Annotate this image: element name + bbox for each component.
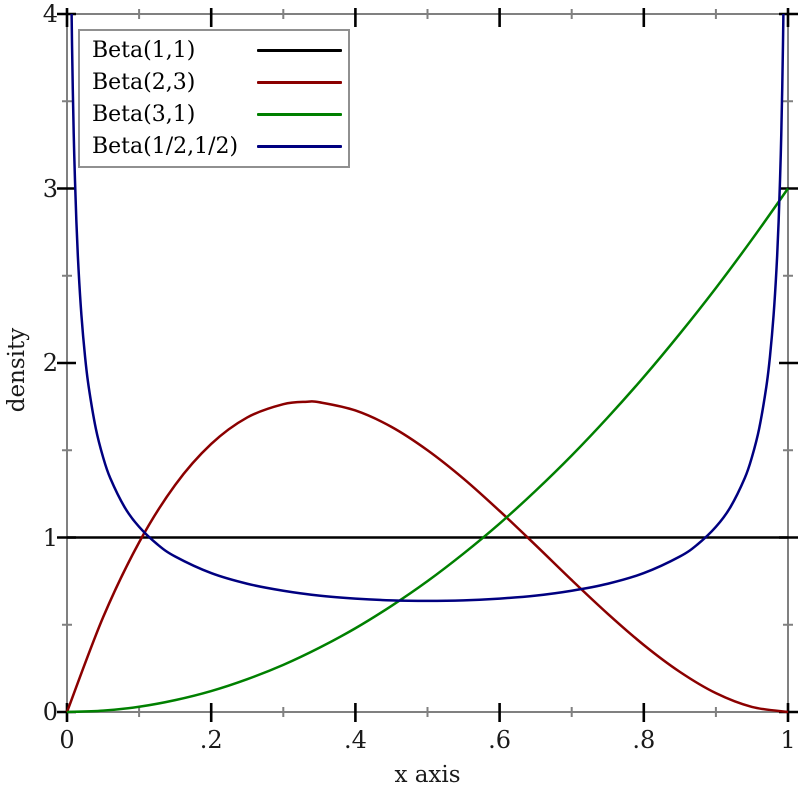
curve-beta-2-3 bbox=[65, 400, 789, 714]
y-axis-title: density bbox=[4, 327, 30, 413]
legend-entry: Beta(1/2,1/2) bbox=[80, 131, 348, 163]
legend-entry: Beta(1,1) bbox=[80, 34, 348, 66]
legend-line-sample bbox=[257, 113, 342, 117]
legend-entry-label: Beta(3,1) bbox=[92, 102, 196, 128]
legend-entry-label: Beta(2,3) bbox=[92, 69, 196, 95]
x-axis-title: x axis bbox=[394, 762, 461, 788]
x-tick-label: 1 bbox=[780, 726, 796, 754]
legend-entry: Beta(2,3) bbox=[80, 66, 348, 98]
legend-line-sample bbox=[257, 80, 342, 84]
y-tick-label: 1 bbox=[42, 523, 58, 552]
curve-beta-3-1 bbox=[66, 187, 790, 714]
y-tick-label: 3 bbox=[42, 174, 58, 203]
y-tick-label: 4 bbox=[42, 0, 58, 28]
x-tick-label: .4 bbox=[343, 726, 367, 754]
legend-entry-label: Beta(1/2,1/2) bbox=[92, 134, 239, 160]
legend-line-sample bbox=[257, 48, 342, 52]
curve-beta-1-2-1-2 bbox=[70, 13, 785, 603]
x-tick-label: 0 bbox=[59, 726, 75, 754]
legend-entry: Beta(3,1) bbox=[80, 99, 348, 131]
y-tick-label: 2 bbox=[42, 349, 58, 377]
legend-line-sample bbox=[257, 145, 342, 149]
x-tick-label: .8 bbox=[632, 726, 656, 754]
x-tick-label: .2 bbox=[199, 726, 223, 754]
y-tick-label: 0 bbox=[42, 698, 58, 726]
legend: Beta(1,1) Beta(2,3) Beta(3,1) Beta(1/2,1/2) bbox=[78, 29, 350, 168]
x-tick-label: .6 bbox=[488, 726, 512, 754]
legend-entry-label: Beta(1,1) bbox=[92, 37, 196, 63]
